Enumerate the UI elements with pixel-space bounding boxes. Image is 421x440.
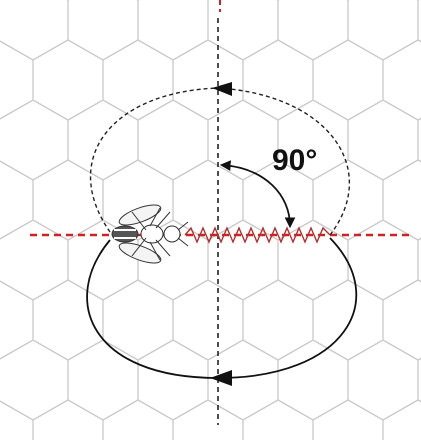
honeycomb: [0, 0, 421, 440]
waggle-dance-diagram: 90°: [0, 0, 421, 440]
page: {"angle_label": "90°"} 90° (() => { cons…: [0, 0, 421, 440]
angle-label: 90°: [272, 144, 317, 177]
